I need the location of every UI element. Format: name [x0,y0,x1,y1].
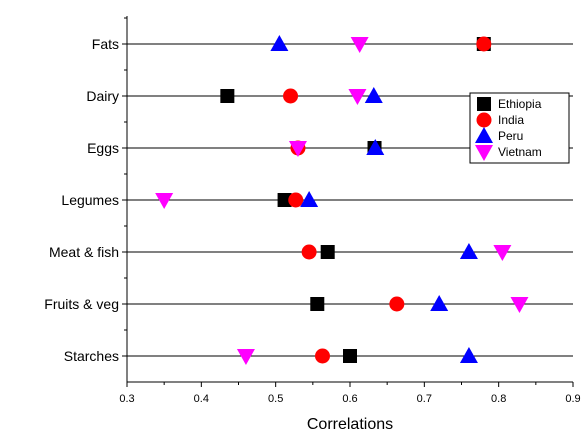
legend-item-india: India [476,112,524,128]
x-tick-label: 0.6 [342,393,357,405]
x-tick-label: 0.9 [565,393,580,405]
data-point-vietnam [288,141,307,157]
x-tick-label: 0.4 [194,393,209,405]
series-peru [270,35,478,363]
y-tick-label: Starches [64,348,119,364]
legend-label: Ethiopia [498,97,542,111]
data-point-india [283,88,299,104]
legend-item-peru: Peru [475,127,523,143]
data-point-peru [364,87,383,103]
y-tick-label: Meat & fish [49,244,119,260]
data-point-india [389,296,405,312]
x-axis-title: Correlations [307,416,393,433]
markers [155,35,529,365]
data-point-ethiopia [220,89,235,103]
data-point-peru [430,295,449,311]
x-tick-label: 0.8 [491,393,506,405]
data-point-ethiopia [320,245,335,259]
legend: Ethiopia India Peru Vietnam [469,92,570,164]
legend-marker-peru [475,127,493,143]
x-tick-label: 0.7 [417,393,432,405]
data-point-vietnam [236,349,255,365]
axes [126,16,573,383]
data-point-ethiopia [277,193,292,207]
y-tick-label: Fats [92,36,119,52]
legend-marker-ethiopia [477,97,491,111]
x-tick-label: 0.3 [119,393,134,405]
data-point-vietnam [493,245,512,261]
data-point-peru [300,191,319,207]
y-tick-label: Legumes [61,192,119,208]
data-point-ethiopia [343,349,357,363]
legend-label: Vietnam [498,145,542,159]
series-india [283,36,492,364]
data-point-india [314,348,330,364]
legend-item-vietnam: Vietnam [475,145,542,161]
data-point-vietnam [510,297,529,313]
y-tick-label: Eggs [87,140,119,156]
x-ticks: 0.3 0.4 0.5 0.6 0.7 0.8 0.9 [119,382,581,405]
legend-marker-vietnam [475,145,493,161]
x-tick-label: 0.5 [268,393,283,405]
y-tick-label: Fruits & veg [44,296,119,312]
data-point-ethiopia [310,297,325,311]
data-point-vietnam [350,37,369,53]
series-vietnam [155,37,529,365]
y-tick-label: Dairy [86,88,119,104]
legend-label: Peru [498,129,523,143]
data-point-india [288,192,304,208]
data-point-peru [459,347,478,363]
data-point-peru [459,243,478,259]
data-point-peru [366,139,385,155]
grid-lines [127,43,573,357]
data-point-vietnam [155,193,174,209]
y-ticks: Fats Dairy Eggs Legumes Meat & fish Fruits & … [44,17,127,364]
data-point-peru [270,35,289,51]
data-point-india [301,244,317,260]
legend-label: India [498,113,524,127]
data-point-vietnam [348,89,367,105]
legend-marker-india [476,112,492,128]
legend-item-ethiopia: Ethiopia [477,97,542,111]
data-point-india [476,36,492,52]
